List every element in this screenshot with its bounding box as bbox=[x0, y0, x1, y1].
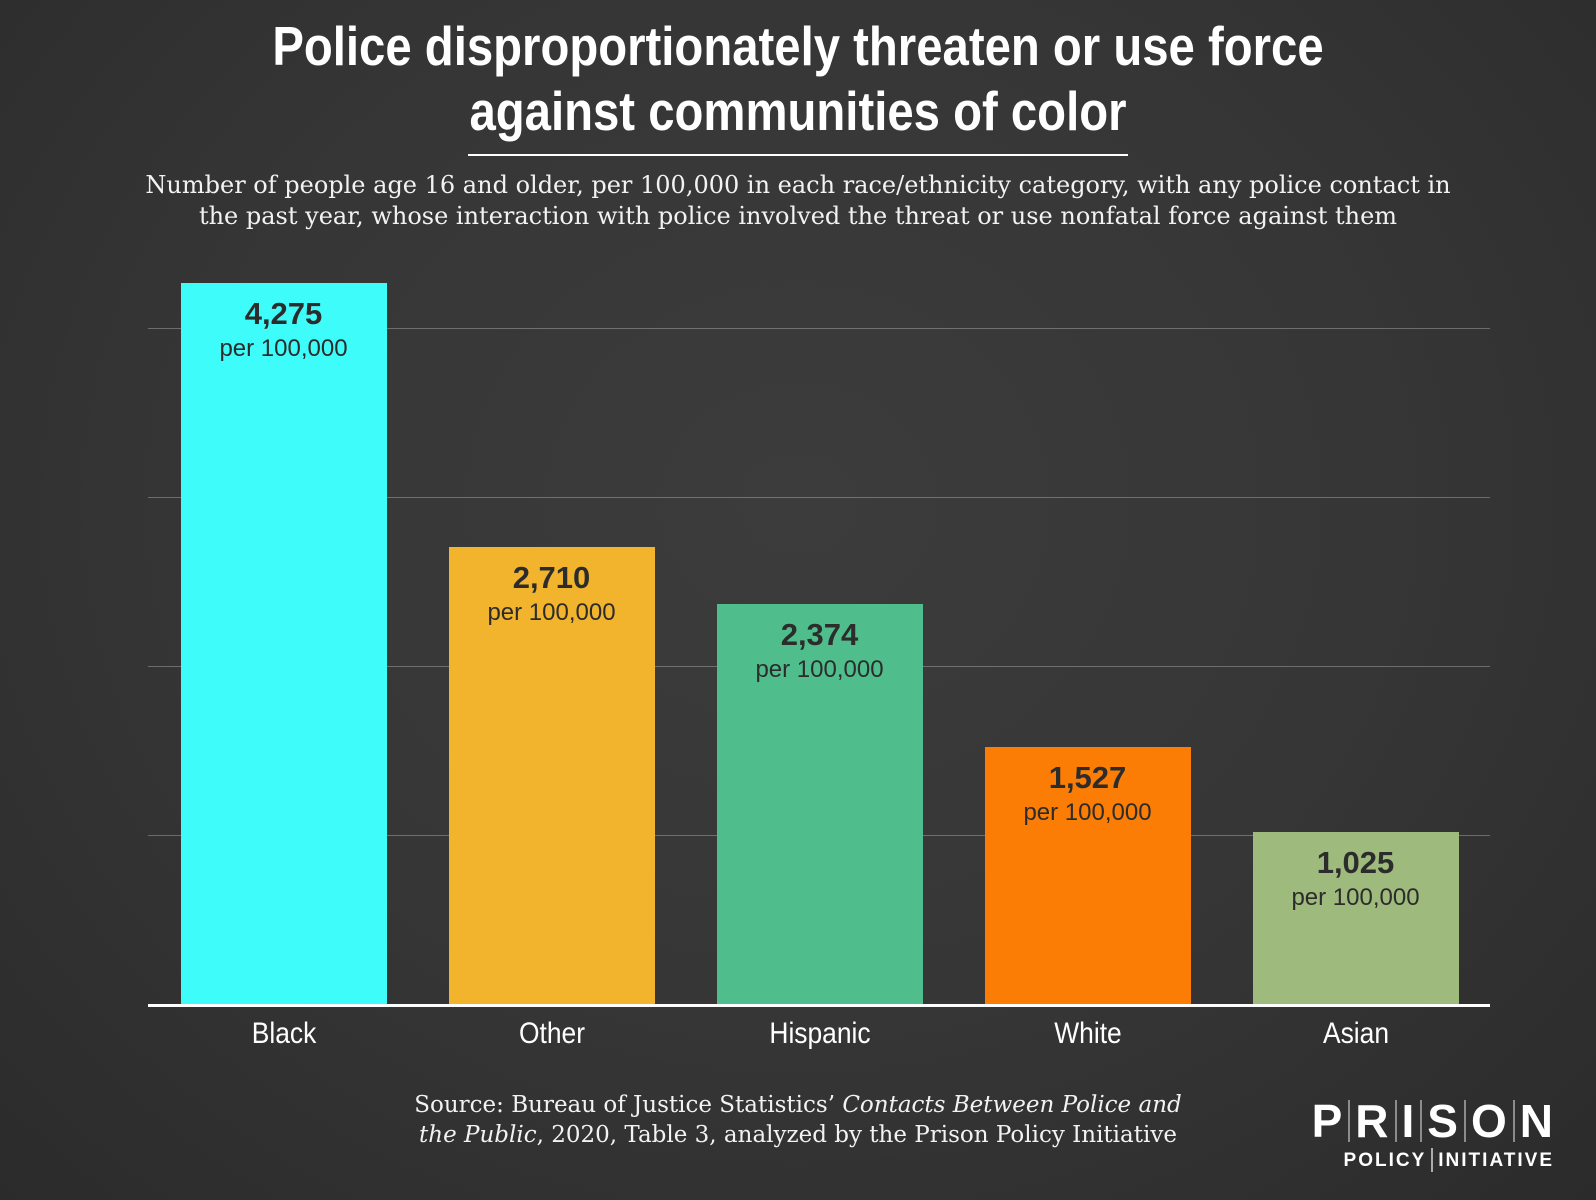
logo-letter-s: S bbox=[1427, 1095, 1459, 1147]
bar-black: 4,275 per 100,000 bbox=[180, 282, 387, 1005]
source-line2-regular: , 2020, Table 3, analyzed by the Prison … bbox=[536, 1122, 1177, 1149]
chart-subtitle-line1: Number of people age 16 and older, per 1… bbox=[145, 170, 1451, 199]
bar-slot-other: 2,710 per 100,000 Other bbox=[448, 250, 655, 1050]
gridline-3000 bbox=[148, 497, 1490, 499]
chart-header: Police disproportionately threaten or us… bbox=[0, 0, 1596, 232]
bar-sublabel-other: per 100,000 bbox=[487, 599, 616, 627]
bar-sublabel-hispanic: per 100,000 bbox=[755, 656, 884, 684]
prison-bar-divider bbox=[1420, 1100, 1423, 1142]
bar-sublabel-white: per 100,000 bbox=[1023, 799, 1152, 827]
source-line2: the Public, 2020, Table 3, analyzed by t… bbox=[0, 1120, 1596, 1150]
bar-slot-white: 1,527 per 100,000 White bbox=[984, 250, 1191, 1050]
logo-divider-bar bbox=[1431, 1148, 1434, 1172]
logo-letter-o: O bbox=[1470, 1095, 1508, 1147]
logo-letter-p: P bbox=[1311, 1095, 1344, 1147]
chart-subtitle-line2: the past year, whose interaction with po… bbox=[198, 201, 1398, 230]
source-line1-regular: Source: Bureau of Justice Statistics’ bbox=[414, 1092, 843, 1118]
category-label-black: Black bbox=[251, 1017, 316, 1050]
bar-value-black: 4,275 bbox=[244, 295, 323, 331]
gridline-4000 bbox=[148, 328, 1490, 330]
bar-value-hispanic: 2,374 bbox=[780, 617, 859, 653]
page-title-line1: Police disproportionately threaten or us… bbox=[272, 15, 1324, 77]
logo-letter-r: R bbox=[1355, 1095, 1390, 1147]
bar-value-asian: 1,025 bbox=[1316, 844, 1395, 880]
page-title-line2: against communities of color bbox=[469, 79, 1127, 142]
logo-letter-n: N bbox=[1519, 1095, 1554, 1147]
bar-value-other: 2,710 bbox=[512, 560, 591, 596]
logo-subtext-right: INITIATIVE bbox=[1438, 1149, 1554, 1171]
prison-bar-divider bbox=[1394, 1100, 1397, 1142]
plot-area: 4,275 per 100,000 Black 2,710 per 100,000 Oth… bbox=[148, 250, 1490, 1050]
logo-letter-i: I bbox=[1401, 1095, 1416, 1147]
logo-subtext-left: POLICY bbox=[1343, 1149, 1427, 1171]
bar-sublabel-asian: per 100,000 bbox=[1291, 883, 1420, 911]
bar-value-white: 1,527 bbox=[1048, 760, 1127, 796]
bar-hispanic: 2,374 per 100,000 bbox=[716, 604, 923, 1005]
category-label-hispanic: Hispanic bbox=[768, 1017, 871, 1050]
x-axis-baseline bbox=[148, 1004, 1490, 1007]
category-label-other: Other bbox=[518, 1017, 585, 1050]
bar-slot-hispanic: 2,374 per 100,000 Hispanic bbox=[716, 250, 923, 1050]
source-line1: Source: Bureau of Justice Statistics’ Co… bbox=[0, 1090, 1596, 1120]
prison-bar-divider bbox=[1463, 1100, 1466, 1142]
title-underline bbox=[468, 153, 1128, 156]
prison-bar-divider bbox=[1512, 1100, 1515, 1142]
bar-white: 1,527 per 100,000 bbox=[984, 747, 1191, 1005]
logo-subtext: POLICY INITIATIVE bbox=[1312, 1148, 1554, 1172]
prison-bar-divider bbox=[1348, 1100, 1351, 1142]
source-line1-italic: Contacts Between Police and bbox=[842, 1092, 1182, 1118]
source-line2-italic: the Public bbox=[419, 1122, 537, 1149]
bar-other: 2,710 per 100,000 bbox=[448, 547, 655, 1005]
bar-slot-asian: 1,025 per 100,000 Asian bbox=[1252, 250, 1459, 1050]
category-label-asian: Asian bbox=[1322, 1017, 1389, 1050]
source-text: Source: Bureau of Justice Statistics’ Co… bbox=[0, 1090, 1596, 1151]
bar-slot-black: 4,275 per 100,000 Black bbox=[180, 250, 387, 1050]
category-label-white: White bbox=[1053, 1017, 1122, 1050]
bar-asian: 1,025 per 100,000 bbox=[1252, 831, 1459, 1005]
bar-sublabel-black: per 100,000 bbox=[219, 334, 348, 362]
